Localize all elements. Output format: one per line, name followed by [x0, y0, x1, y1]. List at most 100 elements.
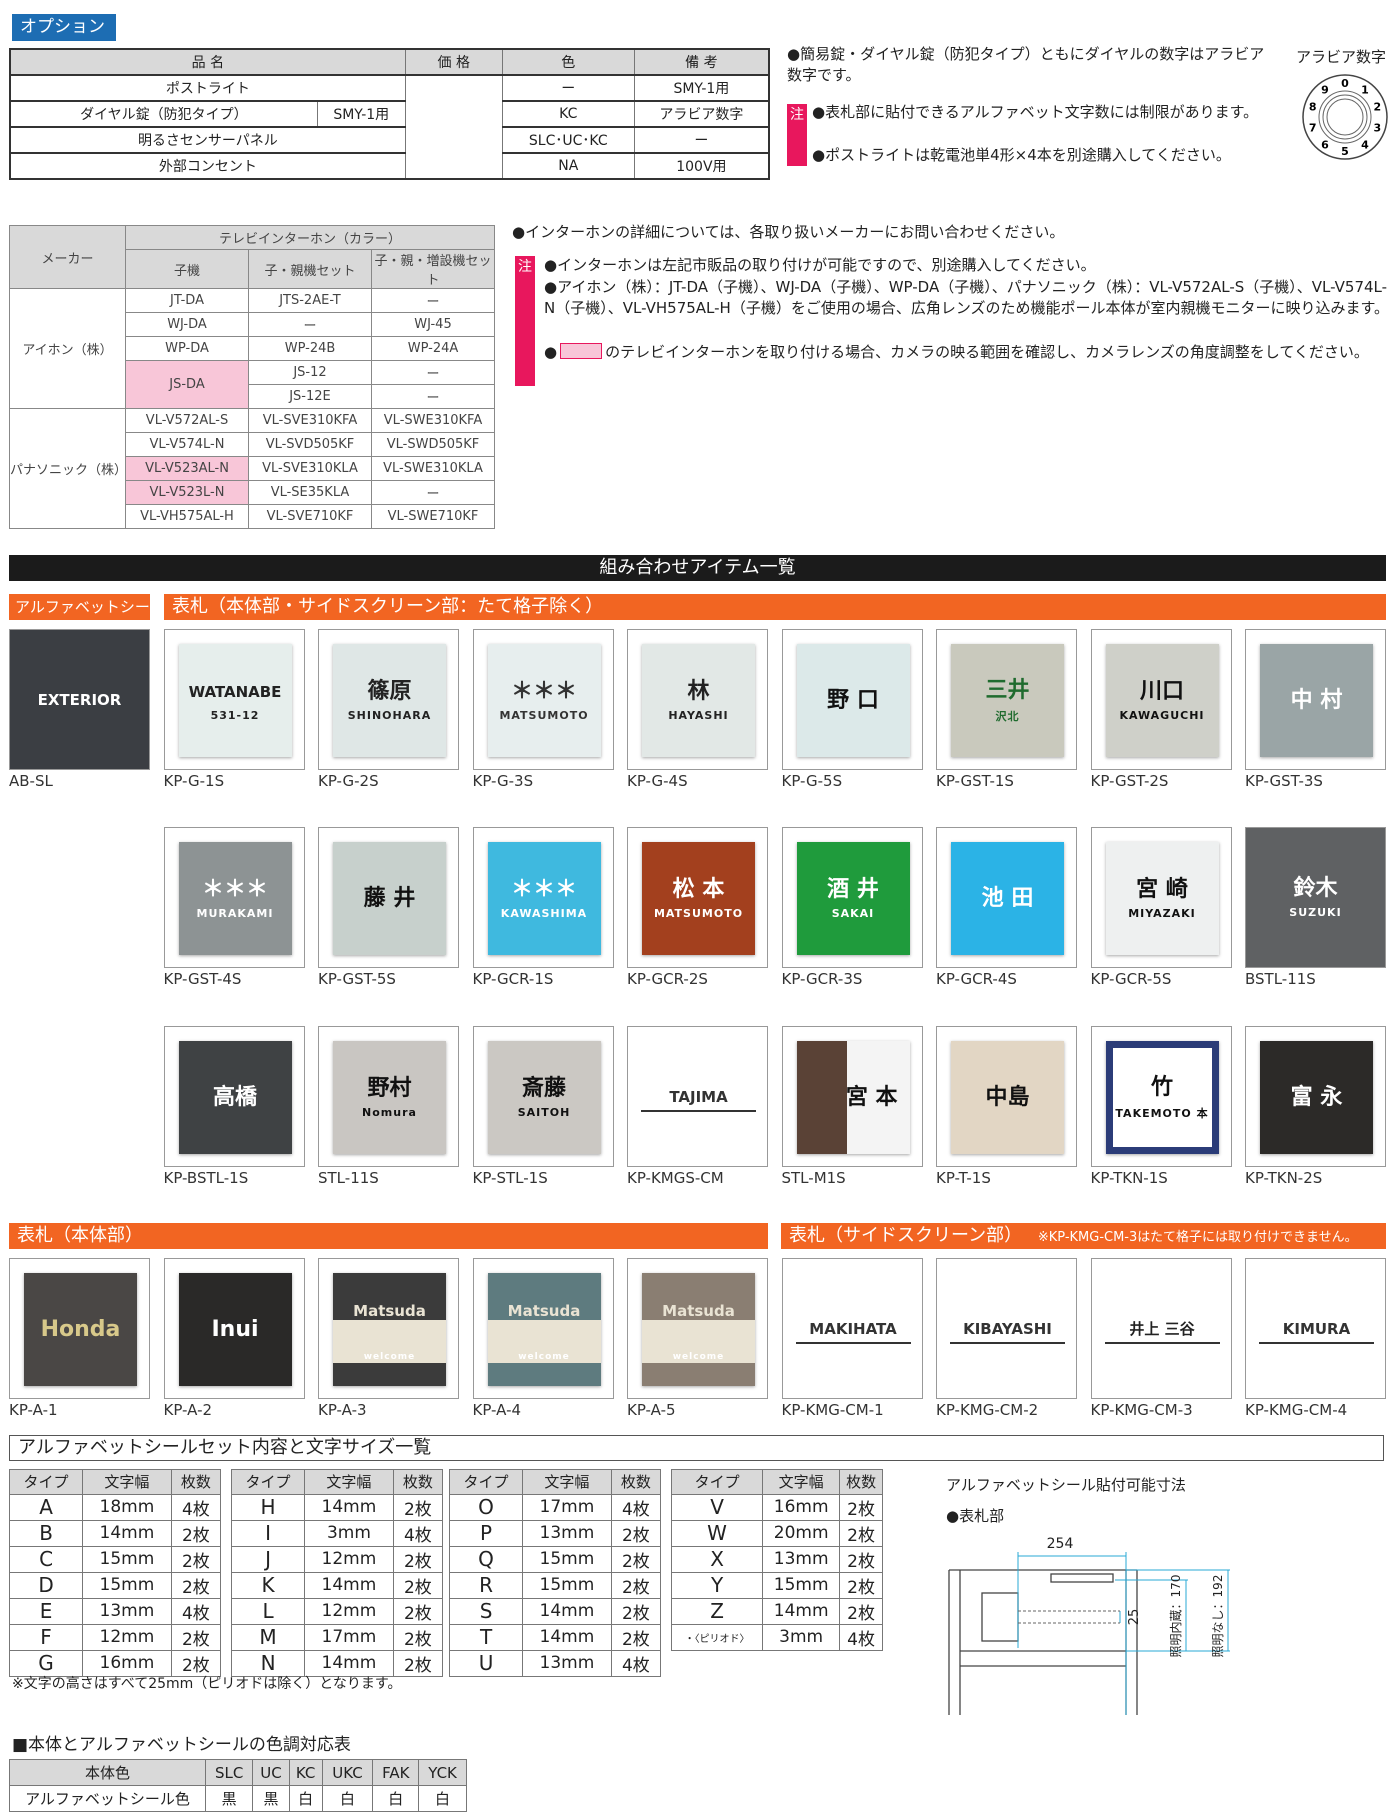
item-tile[interactable]: 高橋 [163, 1026, 305, 1167]
letter-type: M [230, 1623, 306, 1651]
item-tile[interactable]: KIMURA [1245, 1258, 1386, 1399]
item-code: KP-KMG-CM-1 [781, 1401, 884, 1419]
item-sub: SMY-1用 [316, 100, 406, 128]
col-header: 文字幅 [762, 1469, 841, 1495]
item-tile[interactable]: Honda [9, 1258, 150, 1399]
item-tile[interactable]: Matsuda welcome [627, 1258, 768, 1399]
item-tile[interactable]: 中 村 [1245, 629, 1386, 770]
item-tile[interactable]: 川口 KAWAGUCHI [1090, 629, 1232, 770]
nameplate-image: Matsuda welcome [487, 1273, 601, 1386]
item-tile[interactable]: 松 本 MATSUMOTO [627, 827, 768, 968]
table-row: L 12mm 2枚 [230, 1597, 444, 1625]
table-row: S 14mm 2枚 [448, 1597, 662, 1625]
model-cell: ー [371, 360, 495, 385]
letter-type: F [8, 1623, 84, 1651]
item-tile[interactable]: EXTERIOR [9, 629, 150, 770]
model-cell: VL-V523AL-N [125, 456, 249, 481]
item-tile[interactable]: 富 永 [1245, 1026, 1386, 1167]
table-row: 外部コンセント NA 100V用 [9, 152, 770, 180]
letter-type: I [230, 1519, 306, 1547]
item-tile[interactable]: ＊＊＊ MURAKAMI [163, 827, 305, 968]
item-tile[interactable]: 井上 三谷 [1090, 1258, 1232, 1399]
nameplate-image: ＊＊＊ MATSUMOTO [487, 644, 601, 757]
col-maker: メーカー [9, 225, 126, 289]
item-code: AB-SL [9, 772, 53, 790]
letter-type: L [230, 1597, 306, 1625]
item-tile[interactable]: MAKIHATA [781, 1258, 923, 1399]
price-cell [404, 74, 503, 180]
item-tile[interactable]: 三井 沢北 [936, 629, 1077, 770]
item-tile[interactable]: Matsuda welcome [472, 1258, 614, 1399]
sheet-count: 2枚 [839, 1545, 883, 1573]
model-cell: JS-12 [248, 360, 372, 385]
item-code: KP-STL-1S [472, 1169, 548, 1187]
plate-subtext: MURAKAMI [196, 907, 274, 920]
seal-color: 白 [372, 1785, 420, 1812]
item-tile[interactable]: 野村 Nomura [318, 1026, 459, 1167]
item-tile[interactable]: 野 口 [781, 629, 923, 770]
col-color: 色 [501, 48, 635, 76]
item-tile[interactable]: Inui [163, 1258, 305, 1399]
item-code: KP-TKN-1S [1090, 1169, 1168, 1187]
dial-digit: 9 [1321, 83, 1329, 96]
caution-mark: 注 [787, 104, 807, 166]
seal-color: 白 [418, 1785, 467, 1812]
nameplate-image: 篠原 SHINOHARA [333, 644, 446, 757]
item-tile[interactable]: 篠原 SHINOHARA [318, 629, 459, 770]
plate-subtext: SAKAI [831, 907, 875, 920]
item-tile[interactable]: Matsuda welcome [318, 1258, 459, 1399]
item-tile[interactable]: 鈴木 SUZUKI [1245, 827, 1386, 968]
nameplate-image: 酒 井 SAKAI [796, 842, 910, 955]
item-tile[interactable]: 宮 本 [781, 1026, 923, 1167]
dial-digit: 3 [1374, 122, 1382, 135]
plate-subtext: Nomura [362, 1106, 417, 1119]
options-label: オプション [12, 14, 116, 41]
table-row: ポストライトー SMY-1用 [9, 74, 770, 180]
row-label: アルファベットシール色 [9, 1785, 206, 1812]
options-table: 品 名価 格色備 考 ポストライトー SMY-1用 ダイヤル錠（防犯タイプ） SMY… [9, 48, 770, 180]
model-cell: VL-V572AL-S [125, 408, 249, 433]
item-tile[interactable]: 竹 TAKEMOTO 本 [1090, 1026, 1232, 1167]
item-tile[interactable]: 藤 井 [318, 827, 459, 968]
body-nameplate-header: 表札（本体部） [9, 1223, 768, 1249]
char-width: 15mm [82, 1545, 172, 1573]
nameplate-image: 高橋 [178, 1041, 292, 1154]
sheet-count: 2枚 [610, 1519, 662, 1547]
table-row: X 13mm 2枚 [670, 1545, 883, 1573]
col-name: 品 名 [9, 48, 406, 76]
item-tile[interactable]: TAJIMA [627, 1026, 768, 1167]
alpha-size-table: タイプ 文字幅 枚数 O 17mm 4枚 P 13mm 2枚 Q 15mm 2枚 R 15mm 2枚 S 14m… [448, 1469, 662, 1677]
plate-text: KIBAYASHI [963, 1319, 1052, 1338]
item-tile[interactable]: KIBAYASHI [936, 1258, 1077, 1399]
model-cell: ー [371, 288, 495, 313]
plate-text: Matsuda [353, 1301, 426, 1320]
intercom-caution-3: ● のテレビインターホンを取り付ける場合、カメラの映る範囲を確認し、カメラレンズの… [544, 343, 1369, 361]
item-tile[interactable]: 池 田 [936, 827, 1077, 968]
item-tile[interactable]: ＊＊＊ MATSUMOTO [472, 629, 614, 770]
plate-band [333, 1363, 446, 1386]
model-cell: WP-DA [125, 336, 249, 361]
item-tile[interactable]: 斎藤 SAITOH [472, 1026, 614, 1167]
item-tile[interactable]: 酒 井 SAKAI [781, 827, 923, 968]
plate-band [333, 1273, 446, 1321]
col-header: タイプ [448, 1469, 524, 1495]
row-label: 本体色 [9, 1759, 206, 1786]
sheet-count: 2枚 [392, 1623, 444, 1651]
body-color: KC [288, 1759, 323, 1786]
plate-subtext: welcome [672, 1351, 725, 1362]
sheet-count: 2枚 [610, 1623, 662, 1651]
item-tile[interactable]: ＊＊＊ KAWASHIMA [472, 827, 614, 968]
dial-digit: 6 [1321, 139, 1329, 152]
item-tile[interactable]: 宮 崎 MIYAZAKI [1090, 827, 1232, 968]
plate-text: Inui [211, 1316, 259, 1342]
table-row: W 20mm 2枚 [670, 1519, 883, 1547]
item-tile[interactable]: 中島 [936, 1026, 1077, 1167]
char-width: 15mm [522, 1545, 612, 1573]
item-code: KP-KMG-CM-3 [1090, 1401, 1193, 1419]
item-tile[interactable]: 林 HAYASHI [627, 629, 768, 770]
item-code: KP-G-1S [163, 772, 225, 790]
item-tile[interactable]: WATANABE 531-12 [163, 629, 305, 770]
item-note: ー [633, 126, 770, 154]
dial-digit: 8 [1309, 100, 1317, 113]
sheet-count: 2枚 [170, 1519, 222, 1547]
